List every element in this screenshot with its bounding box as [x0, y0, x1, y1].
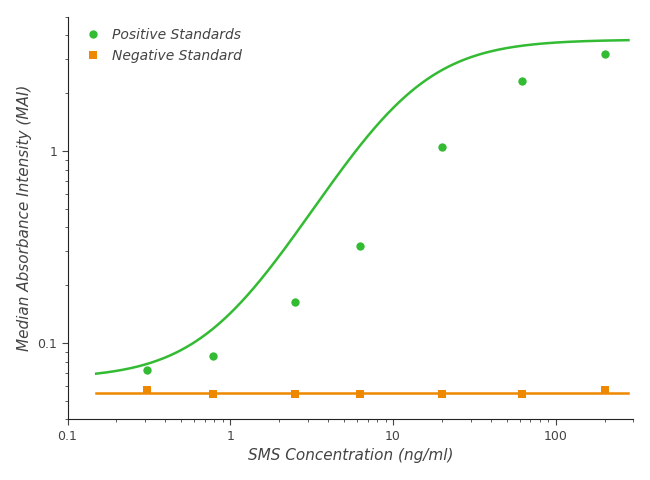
Negative Standard [291, 392, 299, 397]
Negative Standard [601, 387, 608, 393]
Positive Standards [144, 368, 151, 373]
Positive Standards [356, 243, 363, 249]
Line: Negative Standard: Negative Standard [143, 385, 609, 398]
Y-axis label: Median Absorbance Intensity (MAI): Median Absorbance Intensity (MAI) [17, 85, 32, 351]
Positive Standards [601, 51, 608, 57]
Negative Standard [356, 392, 363, 397]
Line: Positive Standards: Positive Standards [143, 50, 609, 374]
Positive Standards [438, 144, 446, 150]
Negative Standard [519, 392, 526, 397]
Negative Standard [438, 392, 446, 397]
Negative Standard [144, 387, 151, 393]
Positive Standards [519, 79, 526, 84]
Positive Standards [291, 300, 299, 305]
Legend: Positive Standards, Negative Standard: Positive Standards, Negative Standard [75, 24, 246, 67]
Negative Standard [209, 392, 216, 397]
X-axis label: SMS Concentration (ng/ml): SMS Concentration (ng/ml) [248, 448, 453, 463]
Positive Standards [209, 354, 216, 360]
